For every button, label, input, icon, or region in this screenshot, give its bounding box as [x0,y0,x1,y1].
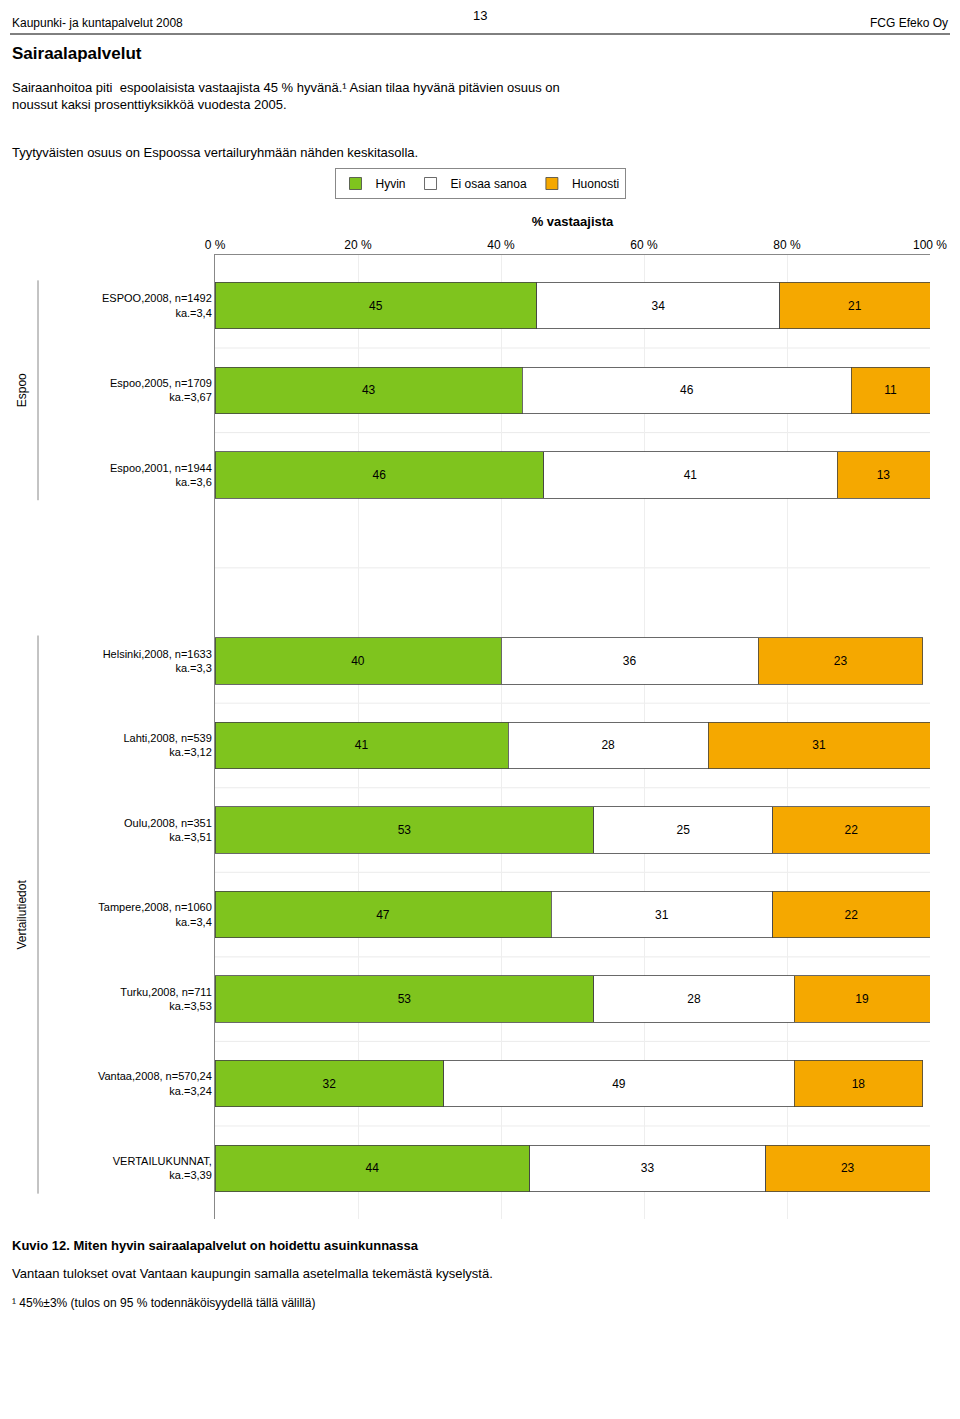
svg-text:23: 23 [834,654,848,668]
svg-text:22: 22 [845,908,859,922]
svg-text:40 %: 40 % [487,238,515,252]
svg-text:28: 28 [687,992,701,1006]
svg-text:¹ 45%±3% (tulos on 95 % todenn: ¹ 45%±3% (tulos on 95 % todennäköisyydel… [12,1296,315,1310]
svg-text:23: 23 [841,1161,855,1175]
svg-text:Helsinki,2008, n=1633ka.=3,3: Helsinki,2008, n=1633ka.=3,3 [103,648,212,674]
svg-text:Lahti,2008, n=539ka.=3,12: Lahti,2008, n=539ka.=3,12 [123,732,211,758]
svg-text:45: 45 [369,299,383,313]
svg-text:13: 13 [877,468,891,482]
svg-text:18: 18 [852,1077,866,1091]
svg-text:Tampere,2008, n=1060ka.=3,4: Tampere,2008, n=1060ka.=3,4 [98,901,211,927]
svg-text:0 %: 0 % [205,238,226,252]
svg-text:Hyvin: Hyvin [376,177,406,191]
svg-text:31: 31 [655,908,669,922]
svg-text:Sairaalapalvelut: Sairaalapalvelut [12,44,142,63]
svg-text:Turku,2008, n=711ka.=3,53: Turku,2008, n=711ka.=3,53 [120,986,211,1012]
svg-text:Oulu,2008, n=351ka.=3,51: Oulu,2008, n=351ka.=3,51 [124,817,212,843]
svg-text:41: 41 [684,468,698,482]
svg-text:40: 40 [351,654,365,668]
svg-text:Ei osaa sanoa: Ei osaa sanoa [451,177,527,191]
svg-text:Huonosti: Huonosti [572,177,619,191]
svg-text:% vastaajista: % vastaajista [532,214,614,229]
svg-text:44: 44 [365,1161,379,1175]
svg-text:19: 19 [855,992,869,1006]
svg-text:32: 32 [323,1077,337,1091]
svg-text:20 %: 20 % [344,238,372,252]
svg-text:80 %: 80 % [773,238,801,252]
svg-text:Kuvio 12. Miten hyvin sairaala: Kuvio 12. Miten hyvin sairaalapalvelut o… [12,1238,419,1253]
svg-text:60 %: 60 % [630,238,658,252]
svg-text:31: 31 [812,738,826,752]
svg-text:43: 43 [362,383,376,397]
svg-text:34: 34 [651,299,665,313]
svg-text:Vantaan tulokset ovat Vantaan: Vantaan tulokset ovat Vantaan kaupungin … [12,1266,493,1281]
svg-text:47: 47 [376,908,390,922]
svg-text:22: 22 [845,823,859,837]
svg-text:13: 13 [473,8,487,23]
svg-text:46: 46 [680,383,694,397]
svg-text:11: 11 [884,383,897,397]
svg-text:41: 41 [355,738,369,752]
svg-text:Tyytyväisten osuus on Espoossa: Tyytyväisten osuus on Espoossa vertailur… [12,145,418,160]
svg-text:Vertailutiedot: Vertailutiedot [15,880,29,950]
svg-text:Espoo,2005, n=1709ka.=3,67: Espoo,2005, n=1709ka.=3,67 [110,377,212,403]
svg-text:33: 33 [641,1161,655,1175]
svg-text:Vantaa,2008, n=570,24ka.=3,24: Vantaa,2008, n=570,24ka.=3,24 [98,1070,212,1096]
svg-text:ESPOO,2008, n=1492ka.=3,4: ESPOO,2008, n=1492ka.=3,4 [102,292,212,318]
svg-text:21: 21 [848,299,862,313]
svg-text:VERTAILUKUNNAT,ka.=3,39: VERTAILUKUNNAT,ka.=3,39 [113,1155,212,1181]
svg-text:Espoo,2001, n=1944ka.=3,6: Espoo,2001, n=1944ka.=3,6 [110,462,212,488]
svg-text:25: 25 [676,823,690,837]
svg-text:46: 46 [373,468,387,482]
svg-text:53: 53 [398,823,412,837]
svg-text:Sairaanhoitoa piti espoolaisi: Sairaanhoitoa piti espoolaisista vastaaj… [12,80,560,112]
svg-text:36: 36 [623,654,637,668]
svg-text:Espoo: Espoo [15,373,29,407]
svg-text:100 %: 100 % [913,238,947,252]
svg-text:28: 28 [601,738,615,752]
svg-text:53: 53 [398,992,412,1006]
svg-text:49: 49 [612,1077,626,1091]
svg-text:Kaupunki- ja kuntapalvelut 200: Kaupunki- ja kuntapalvelut 2008 [12,16,183,30]
svg-text:FCG Efeko Oy: FCG Efeko Oy [870,16,948,30]
